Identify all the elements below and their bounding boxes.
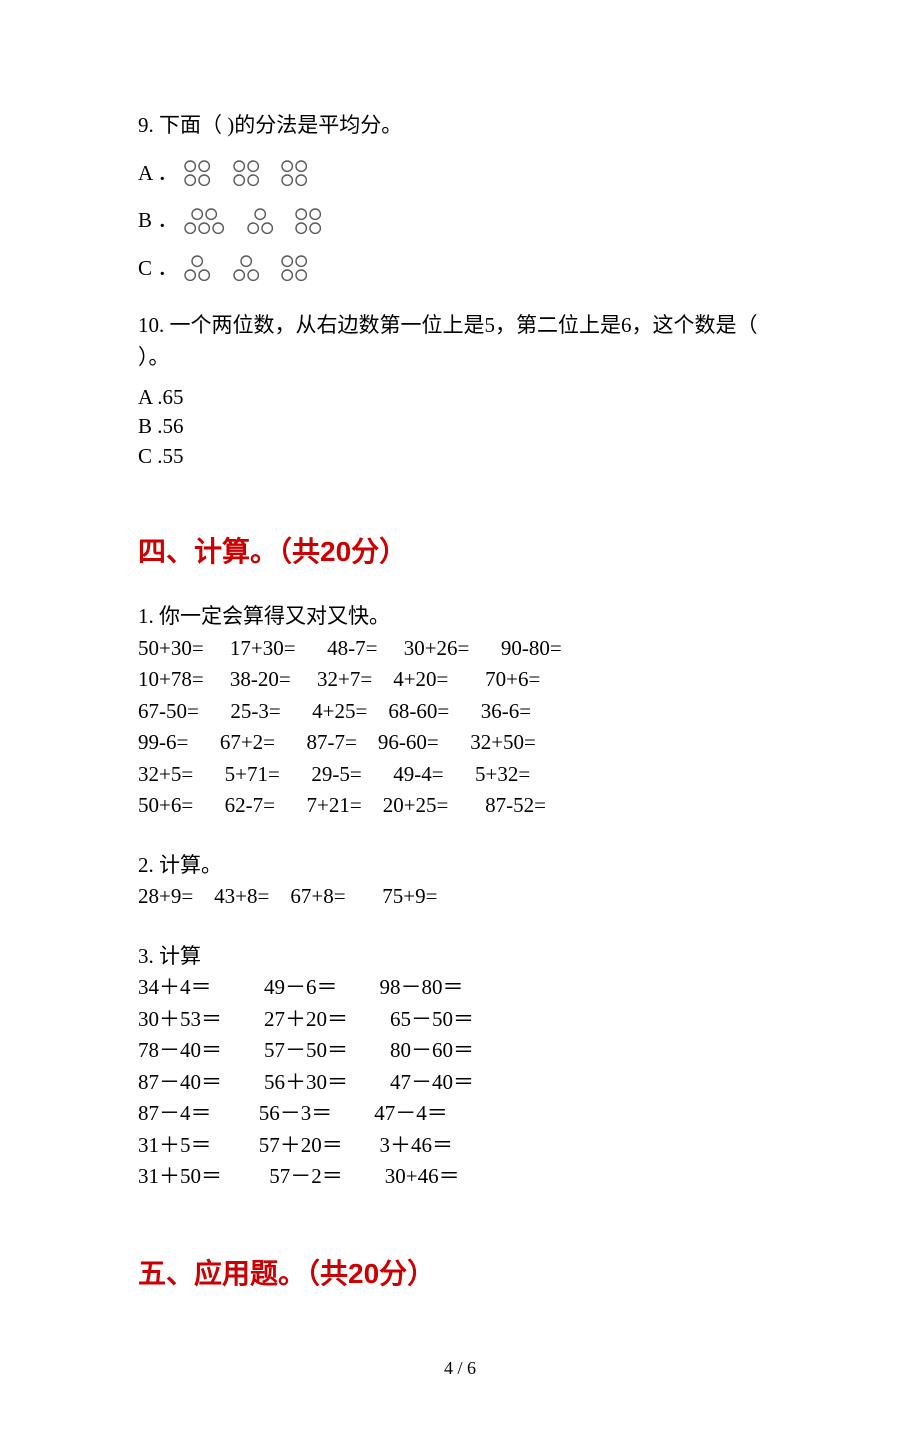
- s4-p3-rows: 34＋4＝ 49－6＝ 98－80＝30＋53＝ 27＋20＝ 65－50＝78…: [138, 972, 782, 1193]
- s4-p2-lead: 2. 计算。: [138, 850, 782, 882]
- q9-a-label: A ．: [138, 158, 178, 190]
- q9-option-a[interactable]: A ．: [138, 158, 782, 190]
- calc-row: 10+78= 38-20= 32+7= 4+20= 70+6=: [138, 664, 782, 696]
- q10-option-b[interactable]: B .56: [138, 412, 782, 441]
- calc-row: 87－40＝ 56＋30＝ 47－40＝: [138, 1067, 782, 1099]
- circle-cluster-icon: [247, 208, 273, 234]
- s4-p2-rows: 28+9= 43+8= 67+8= 75+9=: [138, 881, 782, 913]
- calc-row: 30＋53＝ 27＋20＝ 65－50＝: [138, 1004, 782, 1036]
- q9-option-c[interactable]: C ．: [138, 253, 782, 285]
- circle-cluster-icon: [184, 208, 224, 234]
- calc-row: 31＋50＝ 57－2＝ 30+46＝: [138, 1161, 782, 1193]
- circle-cluster-icon: [233, 255, 259, 281]
- calc-row: 34＋4＝ 49－6＝ 98－80＝: [138, 972, 782, 1004]
- q9-b-label: B ．: [138, 205, 178, 237]
- calc-row: 99-6= 67+2= 87-7= 96-60= 32+50=: [138, 727, 782, 759]
- q9-option-b[interactable]: B ．: [138, 205, 782, 237]
- section4-title: 四、计算。（共20分）: [138, 531, 782, 573]
- calc-row: 31＋5＝ 57＋20＝ 3＋46＝: [138, 1130, 782, 1162]
- circle-cluster-icon: [184, 255, 210, 281]
- q10-option-c[interactable]: C .55: [138, 442, 782, 471]
- circle-cluster-icon: [233, 160, 259, 186]
- q9-b-graphic: [184, 208, 321, 234]
- s4-p3-lead: 3. 计算: [138, 941, 782, 973]
- calc-row: 50+6= 62-7= 7+21= 20+25= 87-52=: [138, 790, 782, 822]
- calc-row: 50+30= 17+30= 48-7= 30+26= 90-80=: [138, 633, 782, 665]
- s4-p1-rows: 50+30= 17+30= 48-7= 30+26= 90-80=10+78= …: [138, 633, 782, 822]
- calc-row: 32+5= 5+71= 29-5= 49-4= 5+32=: [138, 759, 782, 791]
- circle-cluster-icon: [281, 160, 307, 186]
- q9-c-label: C ．: [138, 253, 178, 285]
- circle-cluster-icon: [295, 208, 321, 234]
- q9-stem: 9. 下面（ )的分法是平均分。: [138, 110, 782, 142]
- calc-row: 67-50= 25-3= 4+25= 68-60= 36-6=: [138, 696, 782, 728]
- q9-a-graphic: [184, 160, 307, 186]
- calc-row: 78－40＝ 57－50＝ 80－60＝: [138, 1035, 782, 1067]
- calc-row: 87－4＝ 56－3＝ 47－4＝: [138, 1098, 782, 1130]
- calc-row: 28+9= 43+8= 67+8= 75+9=: [138, 881, 782, 913]
- q10-option-a[interactable]: A .65: [138, 383, 782, 412]
- q10-stem: 10. 一个两位数，从右边数第一位上是5，第二位上是6，这个数是（ ）。: [138, 310, 782, 373]
- circle-cluster-icon: [184, 160, 210, 186]
- page-number: 4 / 6: [138, 1355, 782, 1382]
- s4-p1-lead: 1. 你一定会算得又对又快。: [138, 601, 782, 633]
- q9-c-graphic: [184, 255, 307, 281]
- section5-title: 五、应用题。（共20分）: [138, 1253, 782, 1295]
- circle-cluster-icon: [281, 255, 307, 281]
